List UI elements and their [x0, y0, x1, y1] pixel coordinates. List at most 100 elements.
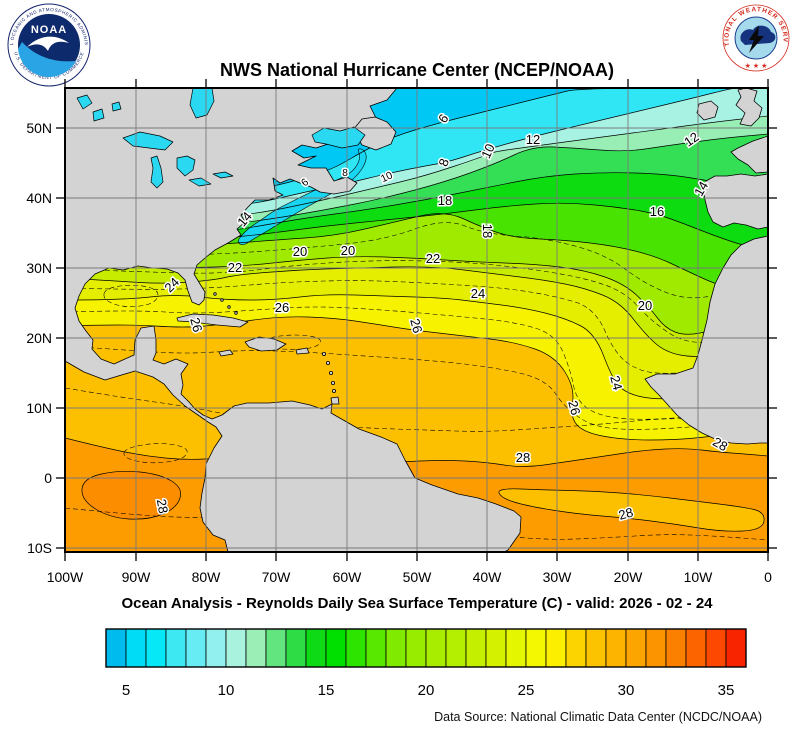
lon-label-70W: 70W: [262, 569, 292, 585]
contour-label-18: 18: [438, 193, 452, 208]
colorbar-cell-21c: [445, 628, 467, 668]
dashed-contour-2: [65, 280, 768, 374]
island-puerto-rico: [295, 347, 310, 355]
contour-label-24: 24: [471, 286, 485, 301]
colorbar-cell-24c: [505, 628, 527, 668]
contour-label-28: 28: [516, 450, 530, 465]
lat-label-20N: 20N: [26, 330, 52, 346]
contour-label-22: 22: [228, 260, 242, 275]
lon-label-10W: 10W: [684, 569, 714, 585]
contour-label-8: 8: [342, 167, 348, 179]
dashed-contour-0: [65, 222, 768, 299]
lon-label-50W: 50W: [403, 569, 433, 585]
lake-erie: [188, 177, 212, 187]
lon-label-90W: 90W: [122, 569, 152, 585]
colorbar-cell-29c: [605, 628, 627, 668]
lon-label-80W: 80W: [192, 569, 222, 585]
lon-label-20W: 20W: [614, 569, 644, 585]
island-jamaica: [218, 349, 234, 357]
colorbar-cell-34c: [705, 628, 727, 668]
dashed-contour-4: [65, 345, 768, 430]
colorbar-cell-35c: [725, 628, 747, 668]
contour-label-24: 24: [607, 374, 625, 392]
colorbar-cell-15c: [325, 628, 347, 668]
colorbar-frame: [105, 628, 747, 668]
colorbar-cell-33c: [685, 628, 707, 668]
bahamas: [213, 292, 238, 315]
lon-label-30W: 30W: [543, 569, 573, 585]
map-axes: 100W 90W 80W 70W 60W 50W 40W 30W 20W 10W 0 50N 40N 30…: [26, 79, 777, 585]
landmasses: [65, 88, 768, 552]
lon-label-0: 0: [764, 569, 772, 585]
island-newfoundland: [352, 116, 397, 151]
island-cuba: [176, 313, 249, 328]
colorbar-cell-30c: [625, 628, 647, 668]
temperature-colorbar: 5 10 15 20 25 30 35: [105, 628, 747, 699]
dashed-contour-blob-0: [103, 284, 159, 307]
isotherm-22c: [65, 266, 768, 357]
contour-label-16: 16: [650, 204, 664, 219]
colorbar-cell-23c: [485, 628, 507, 668]
colorbar-cell-7c: [165, 628, 187, 668]
lat-label-10S: 10S: [27, 540, 52, 556]
colorbar-cell-28c: [585, 628, 607, 668]
colorbar-cell-9c: [205, 628, 227, 668]
isotherm-28c: [65, 437, 768, 467]
colorbar-label-25: 25: [518, 682, 535, 699]
colorbar-cell-10c: [225, 628, 247, 668]
colorbar-label-30: 30: [618, 682, 635, 699]
lat-label-50N: 50N: [26, 120, 52, 136]
contour-label-28: 28: [154, 498, 171, 515]
data-source-note: Data Source: National Climatic Data Cent…: [434, 710, 762, 724]
noaa-logo-sea: [18, 42, 76, 78]
contour-label-22: 22: [426, 251, 440, 266]
colorbar-cell-16c: [345, 628, 367, 668]
colorbar-cell-13c: [285, 628, 307, 668]
colorbar-label-5: 5: [122, 682, 130, 699]
contour-label-26: 26: [407, 317, 425, 335]
colorbar-cell-27c: [565, 628, 587, 668]
contour-label-20: 20: [341, 243, 355, 258]
colorbar-label-10: 10: [218, 682, 235, 699]
colorbar-cell-14c: [305, 628, 327, 668]
landmass-ireland: [696, 100, 719, 121]
dashed-contour-1: [65, 260, 768, 343]
colorbar-cell-5c: [125, 628, 147, 668]
colorbar-cell-32c: [665, 628, 687, 668]
noaa-gull-icon: [27, 36, 69, 51]
colorbar-cell-17c: [365, 628, 387, 668]
isotherm-16c: [65, 202, 768, 251]
contour-label-28: 28: [617, 505, 635, 523]
nws-lightning-icon: [749, 25, 764, 53]
contour-label-12: 12: [526, 132, 540, 147]
gulf-of-st-lawrence: [311, 126, 366, 149]
lon-label-40W: 40W: [473, 569, 503, 585]
island-trinidad: [330, 396, 340, 405]
contour-label-20: 20: [638, 298, 652, 313]
landmass-britain: [735, 88, 763, 127]
isotherm-24c: [65, 294, 768, 400]
landmass-africa: [644, 235, 768, 445]
colorbar-label-15: 15: [318, 682, 335, 699]
landmass-iberia: [702, 173, 768, 230]
colorbar-cell-20c: [425, 628, 447, 668]
dashed-contour-6: [65, 507, 768, 541]
lon-label-60W: 60W: [333, 569, 363, 585]
contour-label-26: 26: [275, 300, 289, 315]
nw-lakes: [76, 94, 122, 122]
colorbar-cell-8c: [185, 628, 207, 668]
lat-label-0: 0: [44, 470, 52, 486]
figure-title: NWS National Hurricane Center (NCEP/NOAA…: [220, 60, 614, 80]
colorbar-cell-19c: [405, 628, 427, 668]
contour-label-26: 26: [187, 316, 205, 334]
lake-ontario: [212, 171, 234, 179]
lat-label-30N: 30N: [26, 260, 52, 276]
isotherm-18c: [65, 213, 768, 299]
colorbar-label-20: 20: [418, 682, 435, 699]
lon-label-100W: 100W: [47, 569, 84, 585]
contour-label-18: 18: [480, 224, 495, 238]
colorbar-cell-31c: [645, 628, 667, 668]
colorbar-cell-12c: [265, 628, 287, 668]
dashed-contour-3: [65, 306, 768, 420]
